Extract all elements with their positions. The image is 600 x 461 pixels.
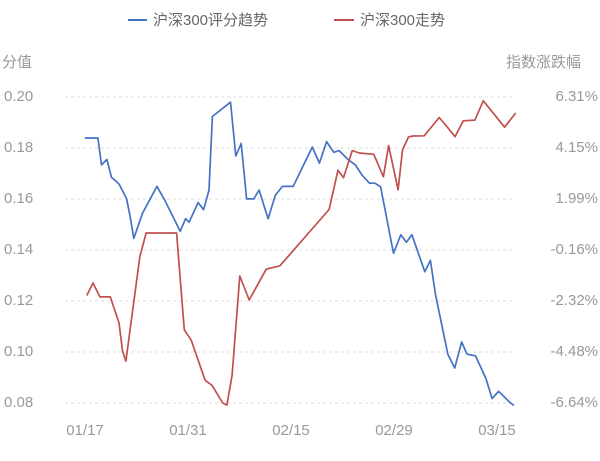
svg-text:-6.64%: -6.64%	[550, 394, 598, 411]
svg-text:分值: 分值	[2, 54, 32, 71]
svg-text:-2.32%: -2.32%	[550, 292, 598, 309]
svg-text:0.08: 0.08	[4, 394, 33, 411]
svg-text:03/15: 03/15	[478, 422, 516, 439]
svg-text:01/17: 01/17	[66, 422, 104, 439]
svg-text:指数涨跌幅: 指数涨跌幅	[506, 54, 581, 71]
svg-text:-4.48%: -4.48%	[550, 343, 598, 360]
svg-text:02/29: 02/29	[375, 422, 413, 439]
svg-text:0.14: 0.14	[4, 241, 33, 258]
svg-text:0.12: 0.12	[4, 292, 33, 309]
svg-text:0.20: 0.20	[4, 88, 33, 105]
svg-text:01/31: 01/31	[169, 422, 207, 439]
svg-text:沪深300评分趋势: 沪深300评分趋势	[153, 12, 268, 29]
svg-text:4.15%: 4.15%	[555, 139, 598, 156]
svg-text:0.16: 0.16	[4, 190, 33, 207]
svg-text:02/15: 02/15	[272, 422, 310, 439]
svg-text:6.31%: 6.31%	[555, 88, 598, 105]
svg-text:1.99%: 1.99%	[555, 190, 598, 207]
svg-text:沪深300走势: 沪深300走势	[360, 12, 445, 29]
svg-text:0.18: 0.18	[4, 139, 33, 156]
svg-text:0.10: 0.10	[4, 343, 33, 360]
svg-text:-0.16%: -0.16%	[550, 241, 598, 258]
